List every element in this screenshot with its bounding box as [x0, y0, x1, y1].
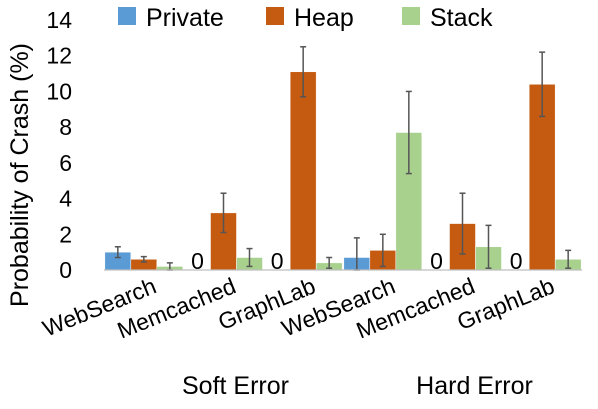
y-tick-label: 4 [59, 186, 72, 212]
zero-value-label: 0 [191, 248, 204, 274]
legend-swatch-private [118, 7, 136, 25]
y-tick-label: 12 [46, 43, 72, 69]
bar-heap [289, 71, 317, 271]
y-tick-label: 14 [46, 7, 72, 33]
legend-label: Private [146, 4, 224, 32]
group-label: Soft Error [182, 372, 289, 400]
y-tick-label: 10 [46, 78, 72, 104]
zero-value-label: 0 [271, 248, 284, 274]
zero-value-label: 0 [510, 248, 523, 274]
x-axis-group-labels: Soft Error Hard Error [182, 372, 533, 400]
legend-label: Heap [294, 4, 354, 32]
zero-value-label: 0 [430, 248, 443, 274]
legend-label: Stack [430, 4, 493, 32]
group-label: Hard Error [416, 372, 533, 400]
legend-swatch-stack [402, 7, 420, 25]
y-axis-ticks: 0 2 4 6 8 10 12 14 [46, 7, 72, 283]
y-axis-label: Probability of Crash (%) [6, 43, 34, 307]
legend-swatch-heap [266, 7, 284, 25]
y-tick-label: 2 [59, 221, 72, 247]
chart-legend: Private Heap Stack [118, 4, 493, 32]
x-axis-category-labels: WebSearchMemcachedGraphLabWebSearchMemca… [39, 273, 558, 344]
bar-marks: 0 0 0 0 [104, 46, 582, 274]
y-tick-label: 6 [59, 150, 72, 176]
y-tick-label: 8 [59, 114, 72, 140]
y-tick-label: 0 [59, 257, 72, 283]
